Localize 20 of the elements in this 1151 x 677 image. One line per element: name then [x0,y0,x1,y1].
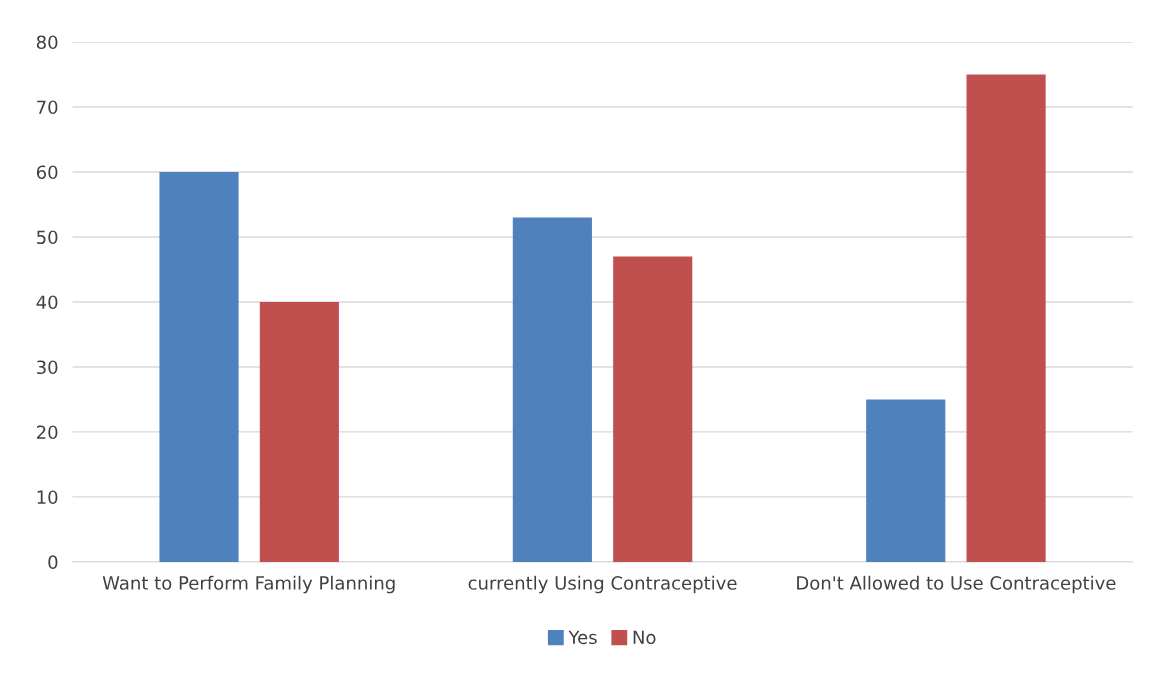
y-tick-label: 80 [36,35,58,50]
bar [159,171,239,562]
legend-label: Yes [568,630,597,645]
y-tick-label: 40 [36,295,58,310]
x-tick-label: Don't Allowed to Use Contraceptive [797,575,1116,594]
x-tick-label: currently Using Contraceptive [468,575,737,594]
bar [259,301,339,562]
y-tick-label: 20 [36,425,58,440]
bar [613,256,693,562]
y-tick-label: 60 [36,165,58,180]
bar [866,399,946,562]
x-tick-label: Want to Perform Family Planning [102,575,395,594]
y-tick-label: 0 [48,555,58,570]
y-tick-label: 50 [37,230,58,245]
y-tick-label: 30 [37,360,58,375]
y-tick-label: 10 [37,490,58,505]
bar [512,217,592,562]
legend-label: No [633,630,656,645]
bar [966,74,1046,562]
y-tick-label: 70 [37,100,58,115]
